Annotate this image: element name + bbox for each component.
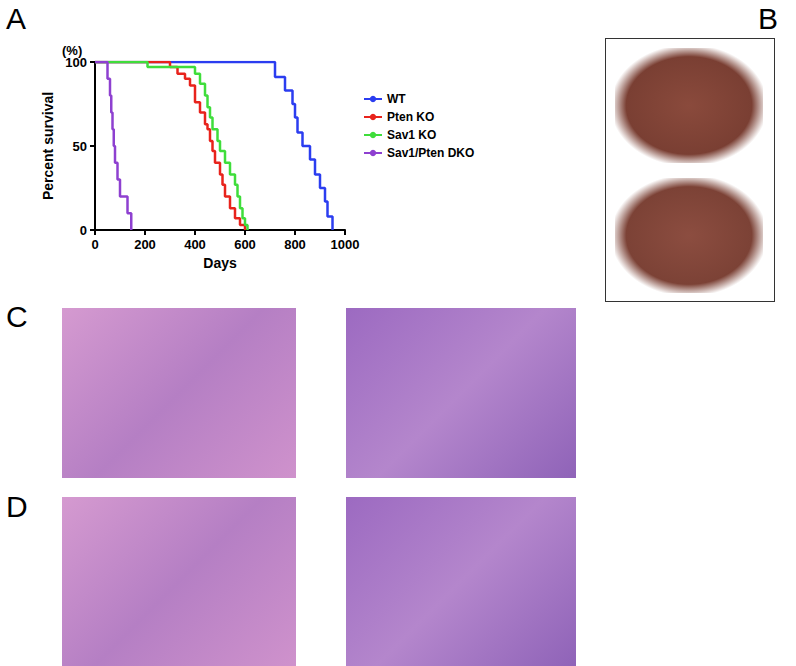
- svg-text:800: 800: [284, 237, 306, 252]
- svg-text:WT: WT: [387, 92, 406, 106]
- svg-text:100: 100: [65, 55, 87, 70]
- html-text:A: A: [6, 2, 26, 35]
- svg-text:0: 0: [91, 237, 98, 252]
- svg-text:Pten KO: Pten KO: [387, 110, 434, 124]
- svg-text:Percent survival: Percent survival: [40, 92, 56, 200]
- html-text:B: B: [758, 2, 778, 35]
- html-text:C: C: [6, 300, 28, 333]
- html-text:D: D: [6, 490, 28, 523]
- svg-text:600: 600: [234, 237, 256, 252]
- svg-text:0: 0: [80, 223, 87, 238]
- svg-text:1000: 1000: [331, 237, 360, 252]
- svg-text:Sav1 KO: Sav1 KO: [387, 128, 436, 142]
- svg-text:Days: Days: [203, 255, 237, 271]
- svg-text:400: 400: [184, 237, 206, 252]
- svg-text:Sav1/Pten DKO: Sav1/Pten DKO: [387, 146, 474, 160]
- svg-text:50: 50: [73, 139, 87, 154]
- svg-text:200: 200: [134, 237, 156, 252]
